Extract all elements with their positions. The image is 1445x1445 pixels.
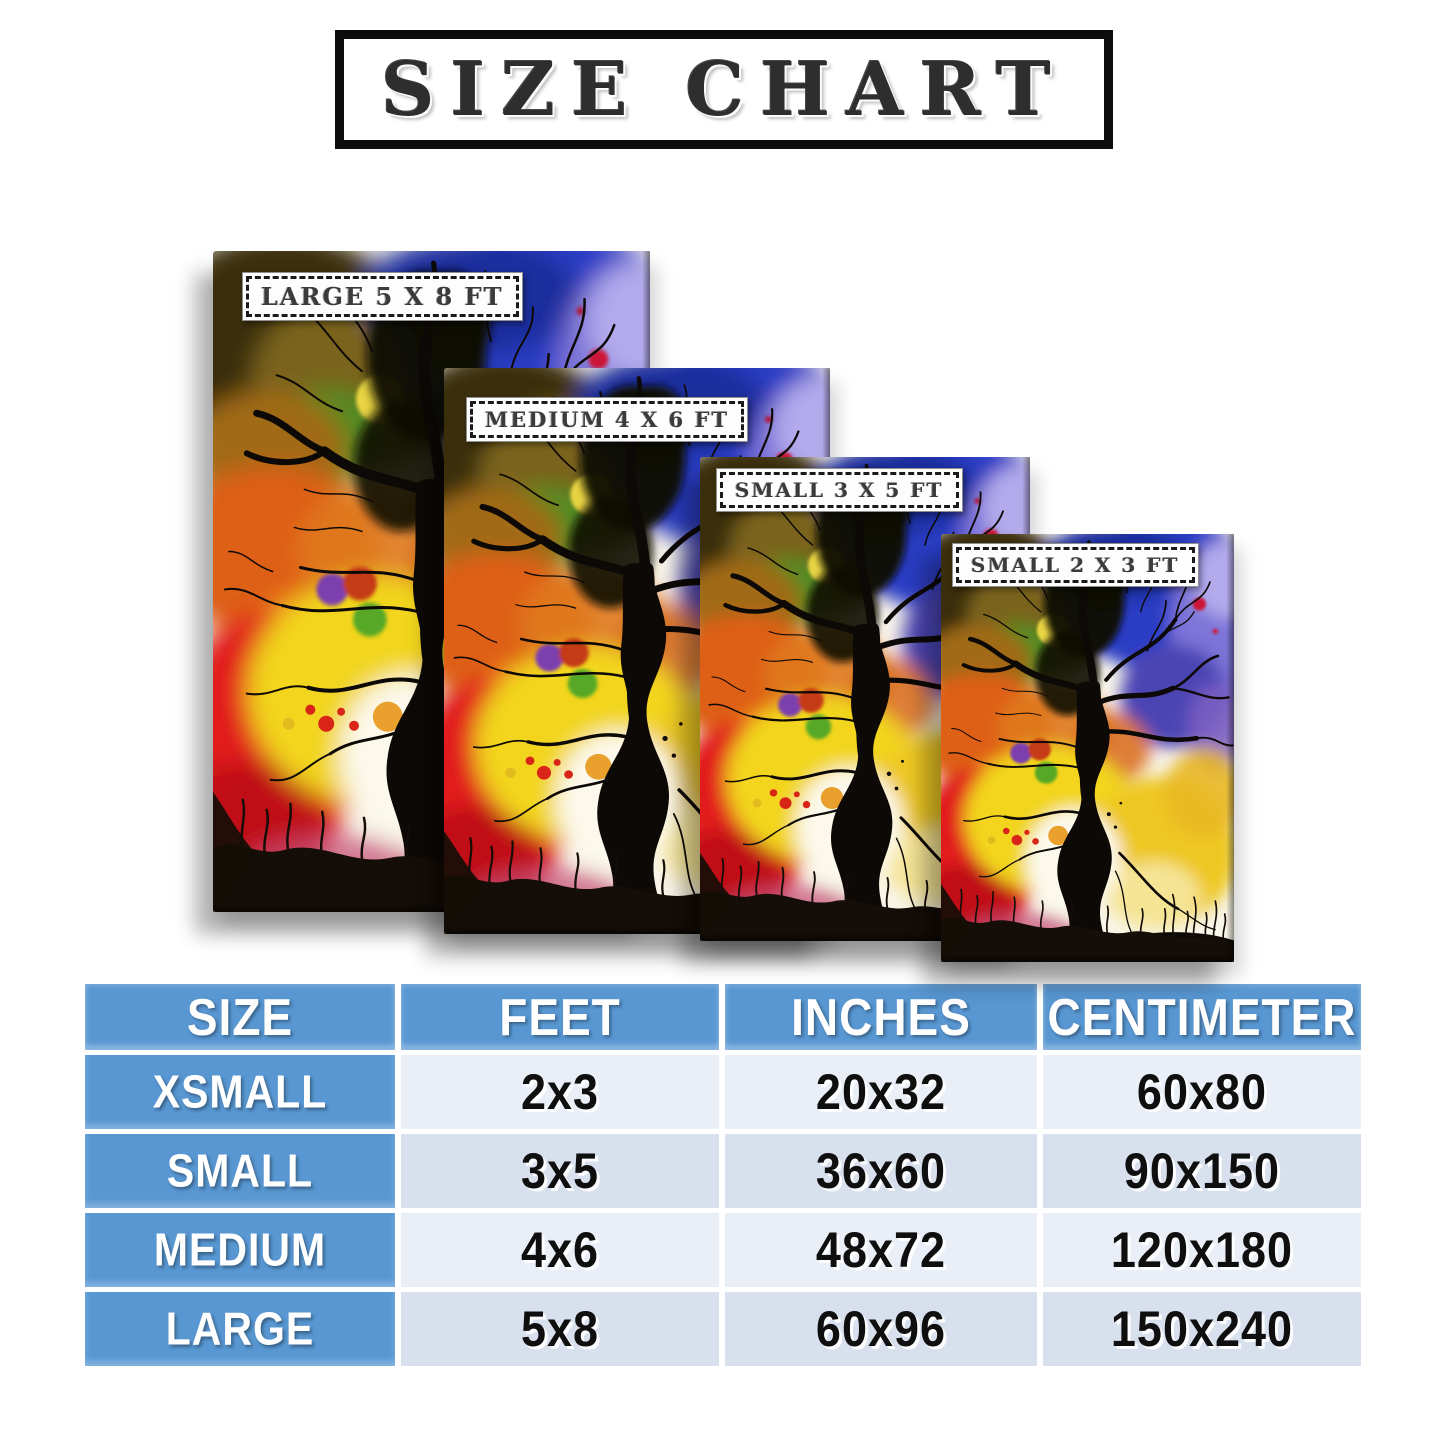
rug-size-label-xsmall: SMALL 2 X 3 FT [952, 543, 1199, 587]
rug-bottom-edge [213, 904, 650, 912]
rug-preview-xsmall: SMALL 2 X 3 FT [941, 534, 1234, 962]
cell-medium-feet: 4x6 [401, 1213, 719, 1287]
cell-large-centimeter: 150x240 [1043, 1292, 1361, 1366]
column-header-centimeter: CENTIMETER [1043, 984, 1361, 1050]
rug-preview-medium: MEDIUM 4 X 6 FT [444, 368, 830, 934]
size-table: SIZE FEET INCHES CENTIMETER XSMALL 2x3 2… [79, 979, 1367, 1371]
table-row-medium: MEDIUM 4x6 48x72 120x180 [85, 1213, 1361, 1287]
cell-xsmall-centimeter: 60x80 [1043, 1055, 1361, 1129]
row-label-medium: MEDIUM [85, 1213, 395, 1287]
column-header-inches: INCHES [725, 984, 1037, 1050]
table-row-xsmall: XSMALL 2x3 20x32 60x80 [85, 1055, 1361, 1129]
cell-medium-centimeter: 120x180 [1043, 1213, 1361, 1287]
rug-side-edge [1226, 534, 1234, 962]
row-label-xsmall: XSMALL [85, 1055, 395, 1129]
rug-size-label-small: SMALL 3 X 5 FT [716, 468, 963, 512]
rug-bottom-edge [444, 926, 830, 934]
cell-large-inches: 60x96 [725, 1292, 1037, 1366]
rug-bottom-edge [700, 933, 1030, 941]
row-label-small: SMALL [85, 1134, 395, 1208]
table-row-small: SMALL 3x5 36x60 90x150 [85, 1134, 1361, 1208]
column-header-feet: FEET [401, 984, 719, 1050]
rug-size-label-medium: MEDIUM 4 X 6 FT [466, 397, 749, 442]
cell-small-centimeter: 90x150 [1043, 1134, 1361, 1208]
column-header-size: SIZE [85, 984, 395, 1050]
rug-size-label-text: SMALL 3 X 5 FT [720, 472, 959, 508]
table-row-large: LARGE 5x8 60x96 150x240 [85, 1292, 1361, 1366]
page-title: SIZE CHART [381, 46, 1067, 133]
cell-small-feet: 3x5 [401, 1134, 719, 1208]
rug-size-label-large: LARGE 5 X 8 FT [242, 272, 523, 321]
rug-size-label-text: SMALL 2 X 3 FT [956, 547, 1195, 583]
size-table-header-row: SIZE FEET INCHES CENTIMETER [85, 984, 1361, 1050]
cell-medium-inches: 48x72 [725, 1213, 1037, 1287]
rug-size-label-text: LARGE 5 X 8 FT [246, 276, 519, 317]
cell-large-feet: 5x8 [401, 1292, 719, 1366]
cell-xsmall-inches: 20x32 [725, 1055, 1037, 1129]
cell-small-inches: 36x60 [725, 1134, 1037, 1208]
rug-artwork [941, 534, 1234, 962]
title-frame: SIZE CHART [335, 30, 1113, 149]
rug-bottom-edge [941, 954, 1234, 962]
rug-size-label-text: MEDIUM 4 X 6 FT [470, 401, 745, 438]
cell-xsmall-feet: 2x3 [401, 1055, 719, 1129]
row-label-large: LARGE [85, 1292, 395, 1366]
